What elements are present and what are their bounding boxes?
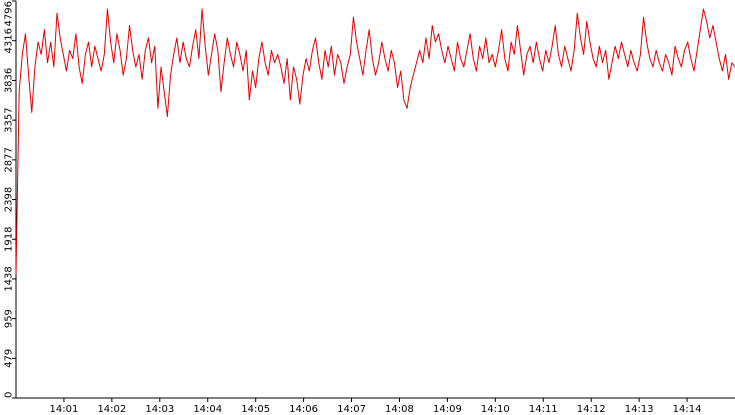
x-tick-label: 14:13 (625, 404, 654, 415)
y-tick-label: 4796 (4, 1, 15, 26)
y-tick-label: 2877 (4, 147, 15, 172)
y-tick-label: 0 (4, 392, 15, 398)
y-tick-label: 1918 (4, 227, 15, 252)
x-tick-label: 14:12 (577, 404, 606, 415)
x-tick-label: 14:04 (193, 404, 222, 415)
x-axis: 14:01 14:02 14:03 14:04 14:05 14:06 14:07 14:08… (16, 397, 735, 415)
x-tick-label: 14:05 (241, 404, 270, 415)
y-tick-label: 959 (4, 309, 15, 328)
x-tick-label: 14:02 (97, 404, 126, 415)
y-tick-label: 3836 (4, 68, 15, 93)
x-tick-label: 14:14 (673, 404, 702, 415)
series-layer (15, 8, 735, 274)
x-tick-label: 14:07 (337, 404, 366, 415)
y-tick-label: 4316 (4, 28, 15, 53)
x-tick-label: 14:11 (529, 404, 558, 415)
x-tick-label: 14:10 (481, 404, 510, 415)
y-tick-label: 3357 (4, 107, 15, 132)
y-tick-label: 479 (4, 349, 15, 368)
x-tick-label: 14:06 (289, 404, 318, 415)
x-tick-label: 14:09 (433, 404, 462, 415)
x-tick-label: 14:03 (145, 404, 174, 415)
x-tick-label: 14:01 (50, 404, 79, 415)
y-tick-label: 2398 (4, 187, 15, 212)
series-line-1 (15, 8, 735, 274)
x-tick-label: 14:08 (385, 404, 414, 415)
y-axis: 0 479 959 1438 1918 2398 2877 3357 3836 4316 4796 (4, 0, 17, 399)
y-tick-label: 1438 (4, 266, 15, 291)
